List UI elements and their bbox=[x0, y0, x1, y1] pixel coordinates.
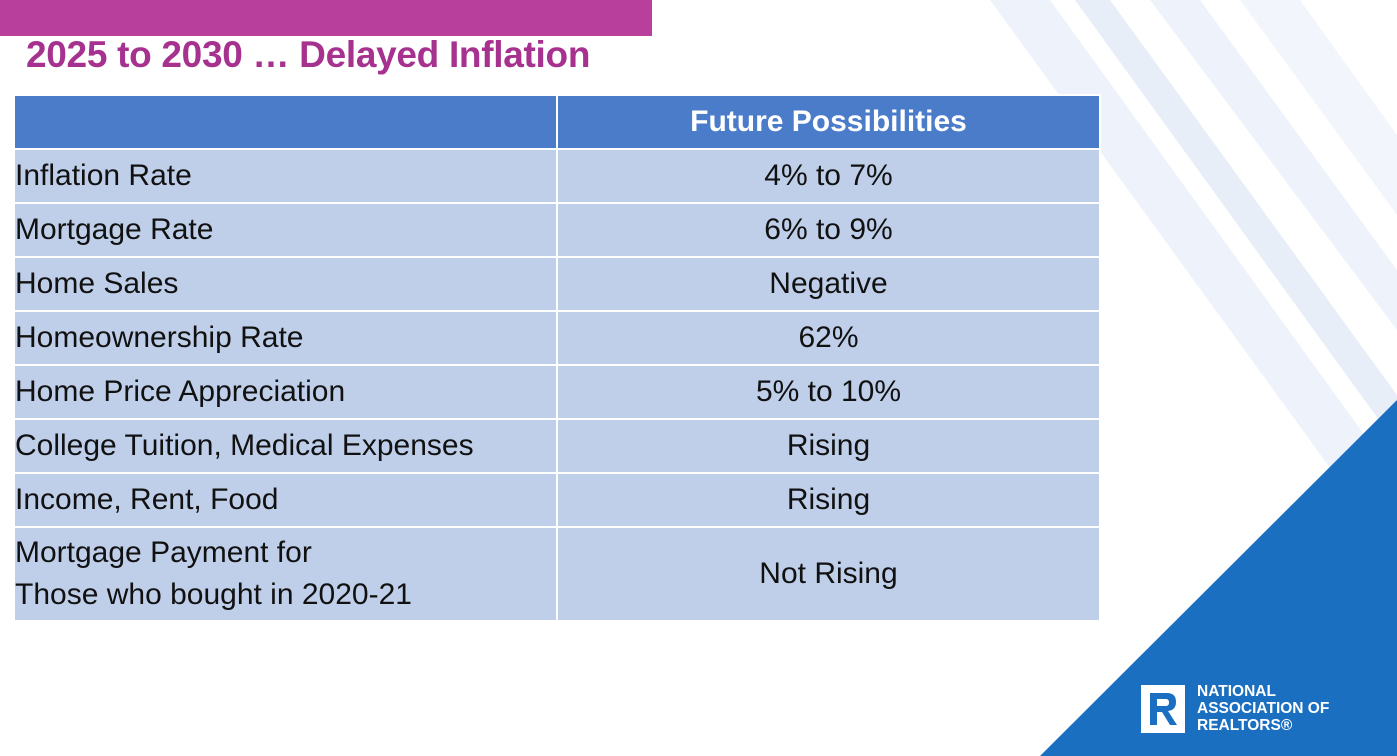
header-future-possibilities: Future Possibilities bbox=[556, 94, 1101, 150]
row-value: 4% to 7% bbox=[556, 148, 1101, 204]
logo-text: NATIONAL ASSOCIATION OF REALTORS® bbox=[1197, 683, 1329, 734]
table-row: Home Price Appreciation 5% to 10% bbox=[13, 364, 1101, 420]
logo-line-2: ASSOCIATION OF bbox=[1197, 700, 1330, 717]
row-value: Rising bbox=[556, 472, 1101, 528]
row-label: Home Sales bbox=[13, 256, 558, 312]
row-label: Homeownership Rate bbox=[13, 310, 558, 366]
row-label: Home Price Appreciation bbox=[13, 364, 558, 420]
row-label-line-2: Those who bought in 2020-21 bbox=[15, 578, 412, 611]
row-label-line-1: Mortgage Payment for bbox=[15, 536, 312, 569]
table-header-row: Future Possibilities bbox=[13, 94, 1101, 150]
table-row: Inflation Rate 4% to 7% bbox=[13, 148, 1101, 204]
table-row: Homeownership Rate 62% bbox=[13, 310, 1101, 366]
table-row: Mortgage Payment for Those who bought in… bbox=[13, 526, 1101, 622]
accent-bar bbox=[0, 0, 652, 36]
row-value: Not Rising bbox=[556, 526, 1101, 622]
table-row: Mortgage Rate 6% to 9% bbox=[13, 202, 1101, 258]
row-value: 6% to 9% bbox=[556, 202, 1101, 258]
table-row: Home Sales Negative bbox=[13, 256, 1101, 312]
table-row: College Tuition, Medical Expenses Rising bbox=[13, 418, 1101, 474]
logo-line-3: REALTORS® bbox=[1197, 717, 1293, 734]
row-value: Rising bbox=[556, 418, 1101, 474]
corner-triangle bbox=[1040, 400, 1397, 756]
slide-title: 2025 to 2030 … Delayed Inflation bbox=[26, 34, 591, 75]
row-value: 62% bbox=[556, 310, 1101, 366]
row-label: Mortgage Payment for Those who bought in… bbox=[13, 526, 558, 622]
row-value: 5% to 10% bbox=[556, 364, 1101, 420]
row-label: Income, Rent, Food bbox=[13, 472, 558, 528]
outlook-table: Future Possibilities Inflation Rate 4% t… bbox=[13, 94, 1101, 622]
row-value: Negative bbox=[556, 256, 1101, 312]
header-cell-empty bbox=[13, 94, 558, 150]
realtor-r-icon bbox=[1141, 684, 1185, 733]
table-row: Income, Rent, Food Rising bbox=[13, 472, 1101, 528]
row-label: College Tuition, Medical Expenses bbox=[13, 418, 558, 474]
logo-line-1: NATIONAL bbox=[1197, 683, 1276, 700]
row-label: Inflation Rate bbox=[13, 148, 558, 204]
row-label: Mortgage Rate bbox=[13, 202, 558, 258]
nar-logo: NATIONAL ASSOCIATION OF REALTORS® bbox=[1141, 683, 1329, 734]
